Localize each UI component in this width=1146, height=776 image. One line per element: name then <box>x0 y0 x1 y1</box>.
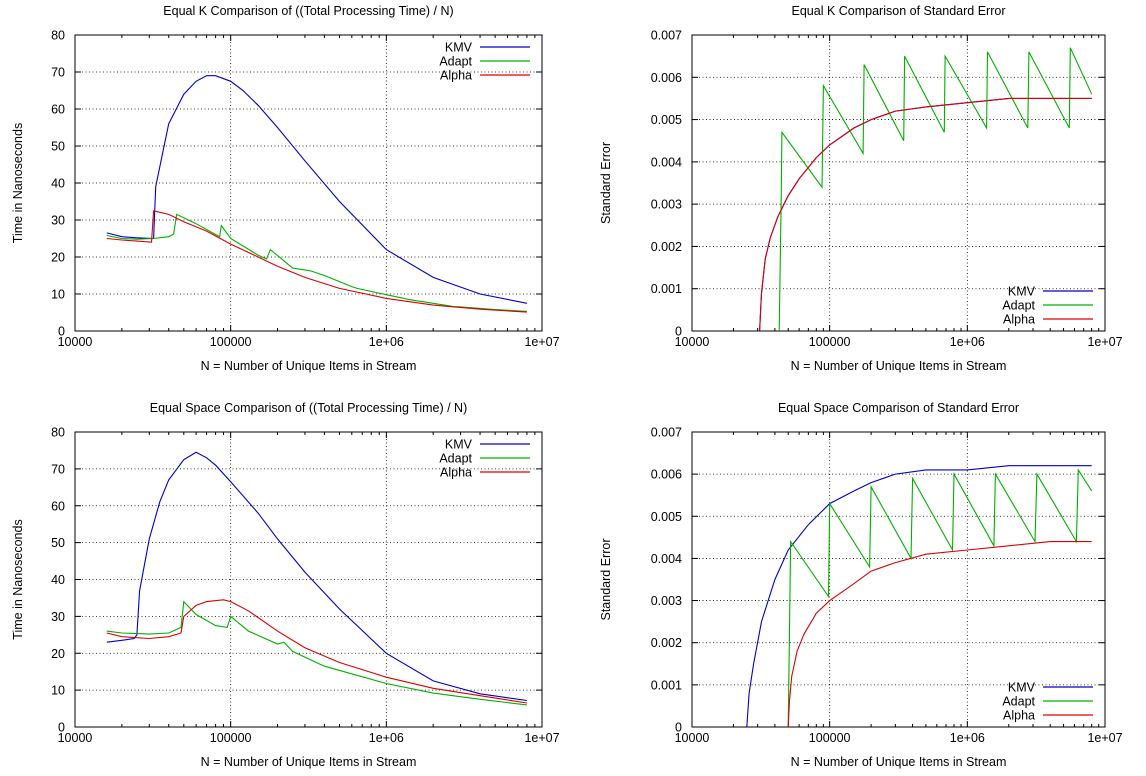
y-tick-label: 0.003 <box>651 198 682 212</box>
series-line-adapt <box>778 47 1093 332</box>
chart-panel-4: 10000 100000 1e+06 1e+07 0 0.001 0.002 0.003 0.0… <box>599 401 1123 769</box>
x-tick-label: 100000 <box>809 335 851 349</box>
x-tick-label: 1e+07 <box>1087 335 1122 349</box>
series-line-adapt <box>106 600 527 706</box>
x-axis-label: N = Number of Unique Items in Stream <box>201 755 417 769</box>
y-axis-label: Standard Error <box>599 539 613 621</box>
x-axis-label: N = Number of Unique Items in Stream <box>201 359 417 373</box>
legend-label-alpha: Alpha <box>1003 313 1035 327</box>
legend-label-adapt: Adapt <box>1002 695 1035 709</box>
y-tick-label: 80 <box>51 426 65 440</box>
series-line-kmv <box>746 465 1092 728</box>
y-axis-label: Time in Nanoseconds <box>11 519 25 639</box>
x-tick-label: 100000 <box>210 335 252 349</box>
x-tick-label: 10000 <box>58 335 93 349</box>
legend-label-kmv: KMV <box>445 438 473 452</box>
x-tick-label: 100000 <box>809 731 851 745</box>
chart-title: Equal Space Comparison of Standard Error <box>778 401 1019 415</box>
series-line-alpha <box>106 599 527 704</box>
series-line-adapt <box>106 213 527 312</box>
y-tick-label: 10 <box>51 288 65 302</box>
series-line-alpha <box>787 541 1092 728</box>
x-tick-label: 100000 <box>210 731 252 745</box>
series-line-kmv <box>106 75 528 304</box>
legend-label-kmv: KMV <box>445 41 473 55</box>
legend-label-adapt: Adapt <box>439 55 472 69</box>
x-tick-label: 1e+06 <box>950 731 985 745</box>
y-tick-label: 50 <box>51 140 65 154</box>
y-tick-label: 20 <box>51 251 65 265</box>
plot-frame <box>74 431 543 728</box>
x-tick-label: 10000 <box>675 335 710 349</box>
legend-label-kmv: KMV <box>1008 285 1036 299</box>
chart-title: Equal Space Comparison of ((Total Proces… <box>150 401 468 415</box>
y-tick-label: 70 <box>51 66 65 80</box>
y-tick-label: 0.002 <box>651 240 682 254</box>
y-tick-label: 0.004 <box>651 552 682 566</box>
chart-title: Equal K Comparison of ((Total Processing… <box>163 4 453 18</box>
y-axis-label: Standard Error <box>599 142 613 224</box>
x-axis-label: N = Number of Unique Items in Stream <box>791 359 1007 373</box>
y-tick-label: 10 <box>51 684 65 698</box>
y-tick-label: 0.006 <box>651 468 682 482</box>
y-tick-label: 0 <box>675 325 682 339</box>
x-tick-label: 1e+06 <box>369 731 404 745</box>
plot-frame <box>691 34 1106 332</box>
series-line-alpha <box>106 210 527 313</box>
y-tick-label: 40 <box>51 573 65 587</box>
y-tick-label: 30 <box>51 214 65 228</box>
y-tick-label: 0 <box>675 721 682 735</box>
y-tick-label: 0.004 <box>651 155 682 169</box>
x-tick-label: 1e+06 <box>950 335 985 349</box>
y-tick-label: 70 <box>51 462 65 476</box>
chart-title: Equal K Comparison of Standard Error <box>792 4 1006 18</box>
y-tick-label: 0.005 <box>651 510 682 524</box>
y-tick-label: 0.003 <box>651 594 682 608</box>
y-tick-label: 50 <box>51 536 65 550</box>
x-tick-label: 1e+06 <box>369 335 404 349</box>
y-tick-label: 60 <box>51 499 65 513</box>
series-line-adapt <box>787 468 1093 728</box>
y-tick-label: 30 <box>51 610 65 624</box>
legend-label-alpha: Alpha <box>1003 709 1035 723</box>
legend-label-adapt: Adapt <box>1002 299 1035 313</box>
y-tick-label: 0 <box>58 325 65 339</box>
y-tick-label: 60 <box>51 103 65 117</box>
series-line-kmv <box>759 97 1092 332</box>
legend-label-alpha: Alpha <box>440 466 472 480</box>
y-tick-label: 0.002 <box>651 636 682 650</box>
y-tick-label: 80 <box>51 29 65 43</box>
y-tick-label: 40 <box>51 177 65 191</box>
x-tick-label: 1e+07 <box>1087 731 1122 745</box>
series-line-alpha <box>759 97 1092 332</box>
y-tick-label: 0 <box>58 721 65 735</box>
series-line-kmv <box>106 451 527 702</box>
x-tick-label: 10000 <box>675 731 710 745</box>
y-tick-label: 0.001 <box>651 678 682 692</box>
legend-label-alpha: Alpha <box>440 69 472 83</box>
legend-label-kmv: KMV <box>1008 681 1036 695</box>
plot-frame <box>74 34 543 332</box>
y-tick-label: 0.007 <box>651 426 682 440</box>
y-tick-label: 0.006 <box>651 71 682 85</box>
plot-frame <box>691 431 1106 728</box>
x-axis-label: N = Number of Unique Items in Stream <box>791 755 1007 769</box>
chart-panel-3: 10000 100000 1e+06 1e+07 0 10 20 30 40 50 60 70 80 KM… <box>11 401 560 769</box>
x-tick-label: 1e+07 <box>524 731 559 745</box>
y-tick-label: 0.005 <box>651 113 682 127</box>
y-tick-label: 0.007 <box>651 29 682 43</box>
legend-label-adapt: Adapt <box>439 452 472 466</box>
y-tick-label: 20 <box>51 647 65 661</box>
chart-panel-1: 10000 100000 1e+06 1e+07 0 10 20 30 40 50 60 70 80 KM… <box>11 4 560 373</box>
x-tick-label: 10000 <box>58 731 93 745</box>
x-tick-label: 1e+07 <box>524 335 559 349</box>
y-axis-label: Time in Nanoseconds <box>11 123 25 243</box>
y-tick-label: 0.001 <box>651 282 682 296</box>
chart-panel-2: 10000 100000 1e+06 1e+07 0 0.001 0.002 0.003 0.0… <box>599 4 1123 373</box>
